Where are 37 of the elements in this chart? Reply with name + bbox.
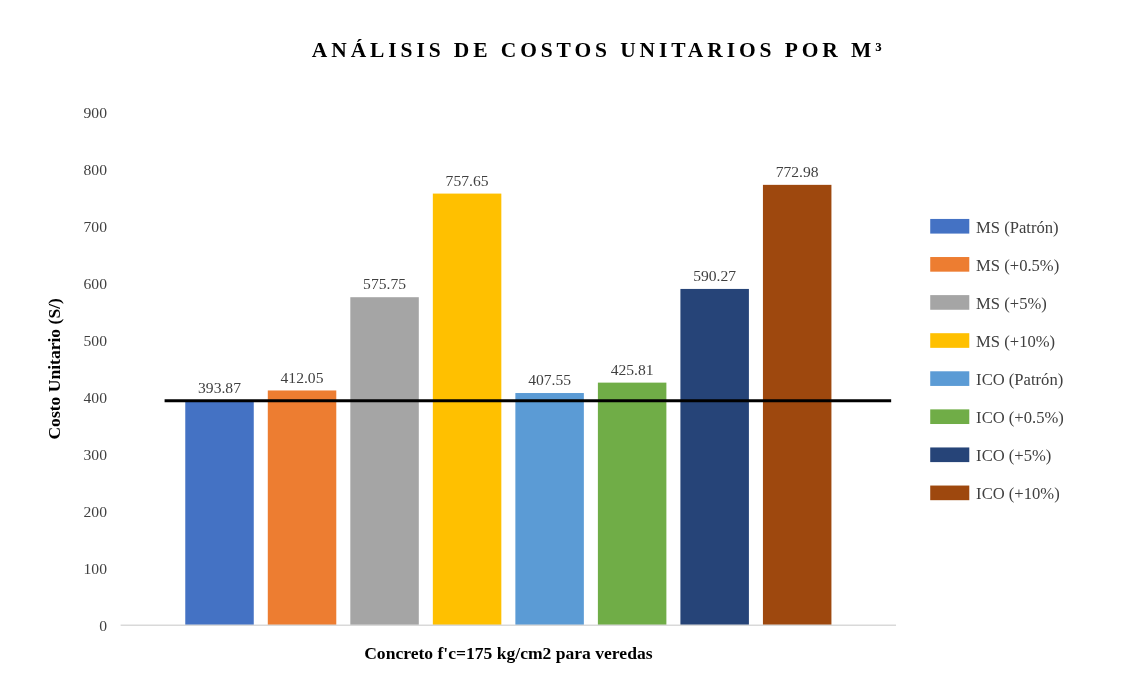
data-label: 590.27 (693, 267, 737, 285)
y-tick-label: 500 (83, 331, 108, 349)
y-tick-label: 900 (83, 103, 108, 121)
y-tick-label: 100 (83, 559, 108, 577)
legend-label: MS (+5%) (976, 293, 1047, 313)
y-tick-label: 300 (83, 445, 108, 463)
bar (680, 288, 749, 626)
chart-title: ANÁLISIS DE COSTOS UNITARIOS POR M³ (311, 37, 886, 62)
data-label: 412.05 (280, 368, 324, 386)
data-label: 772.98 (775, 163, 819, 181)
y-tick-label: 700 (83, 217, 108, 235)
bar (267, 390, 337, 626)
bar (185, 400, 254, 626)
y-tick-label: 800 (83, 160, 108, 178)
x-tick-label: Concreto f'c=175 kg/cm2 para veredas (364, 643, 653, 664)
legend-label: MS (+10%) (976, 331, 1056, 351)
legend-label: ICO (+0.5%) (976, 408, 1064, 427)
bar (515, 393, 584, 626)
data-label: 757.65 (445, 171, 489, 189)
legend-label: ICO (+10%) (976, 484, 1060, 504)
bar (762, 184, 832, 626)
y-tick-label: 200 (83, 502, 108, 520)
legend-label: ICO (+5%) (976, 446, 1052, 466)
data-label: 575.75 (363, 275, 407, 293)
y-tick-label: 600 (83, 274, 108, 292)
data-label: 407.55 (528, 371, 572, 389)
y-tick-label: 0 (99, 616, 108, 634)
y-axis-title: Costo Unitario (S/) (44, 297, 65, 440)
bar (597, 382, 667, 626)
bar (350, 297, 419, 626)
legend-label: ICO (Patrón) (976, 369, 1064, 389)
data-label: 425.81 (610, 360, 654, 378)
legend-label: MS (+0.5%) (976, 255, 1060, 275)
data-label: 393.87 (198, 379, 242, 397)
bar (432, 193, 502, 626)
y-tick-label: 400 (83, 388, 108, 406)
legend-label: MS (Patrón) (976, 217, 1059, 237)
